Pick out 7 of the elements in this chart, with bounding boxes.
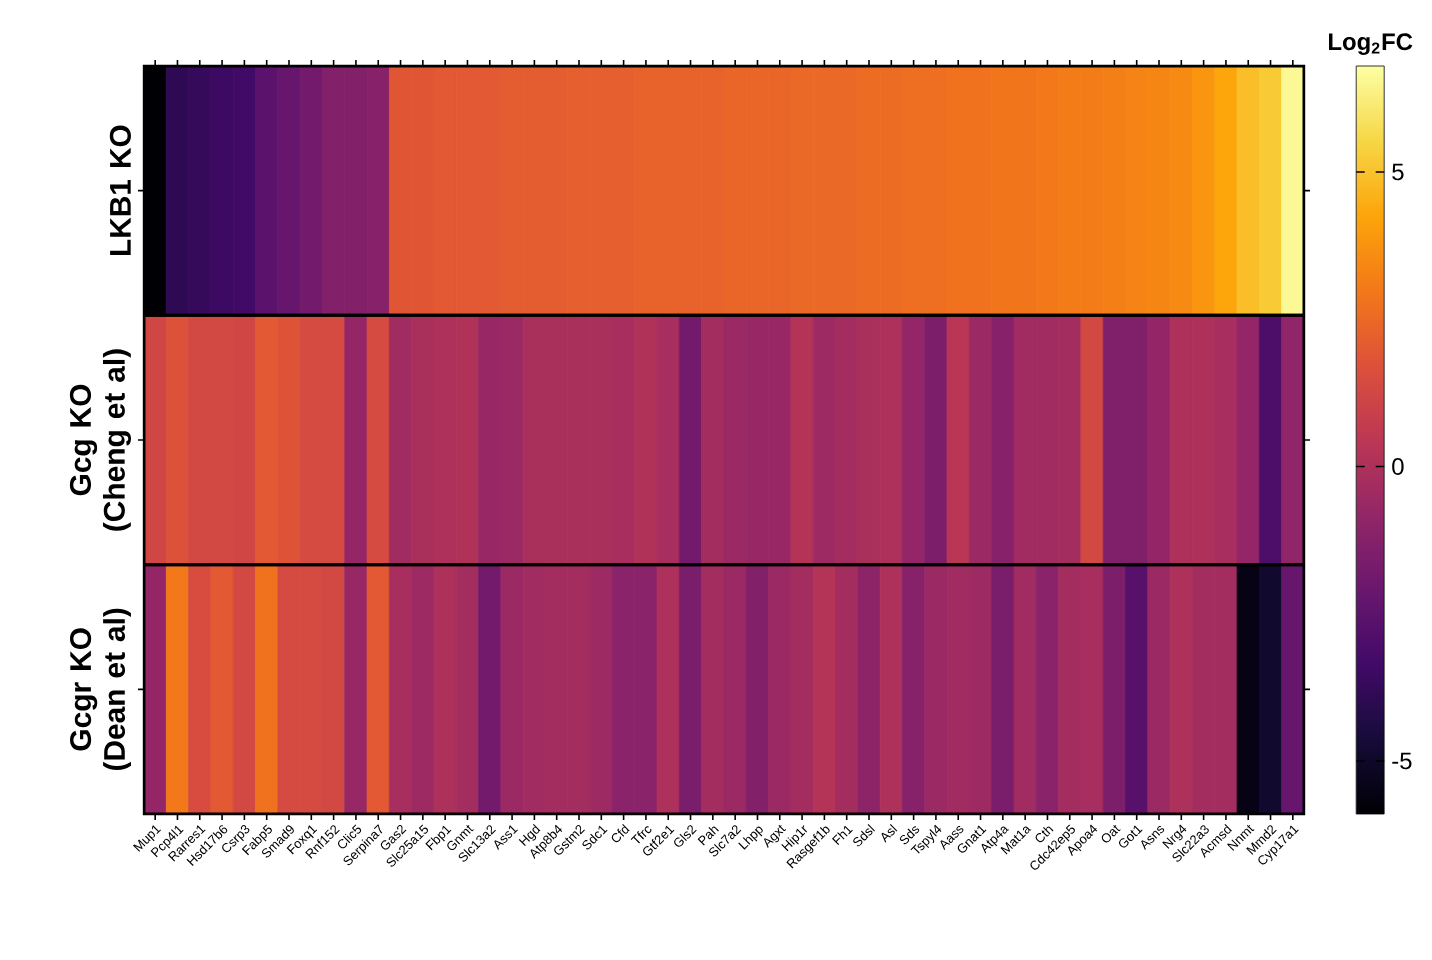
color-bar-label: -5 <box>1392 752 1412 770</box>
y-tick-label: Gcg KO (Cheng et al) <box>69 349 131 531</box>
color-bar-label: 5 <box>1392 163 1404 181</box>
color-bar-label: 0 <box>1392 458 1404 475</box>
y-tick-label: Gcgr KO (Dean et al) <box>70 608 131 771</box>
y-tick-label: LKB1 KO <box>109 125 131 256</box>
color-bar-title: Log$_{2}$FC <box>1329 33 1413 55</box>
